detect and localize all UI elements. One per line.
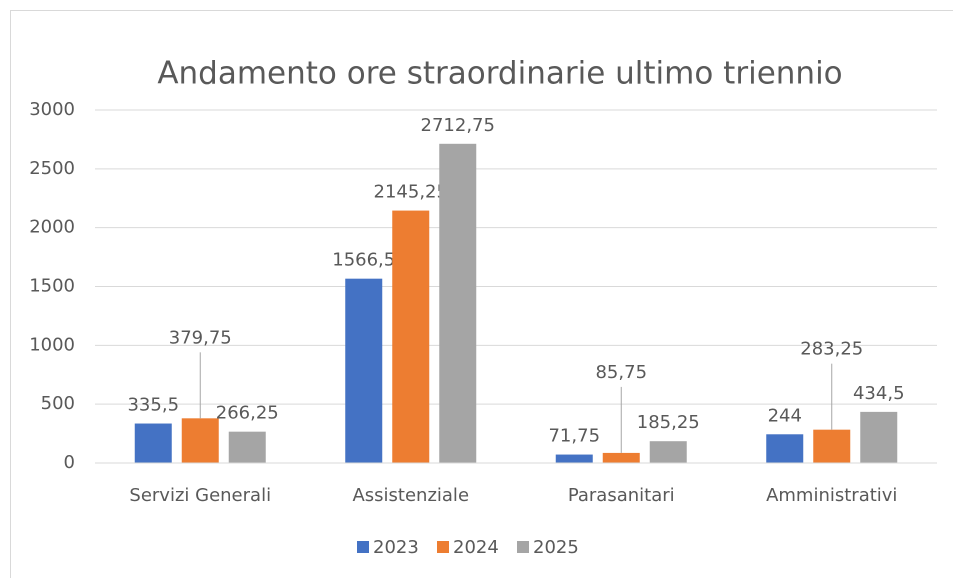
- x-tick-label: Servizi Generali: [129, 485, 271, 506]
- bar: [392, 210, 430, 463]
- bar: [134, 423, 172, 463]
- legend-label: 2023: [373, 537, 419, 558]
- data-label: 185,25: [637, 412, 700, 433]
- y-tick-label: 3000: [29, 99, 75, 120]
- data-label: 2145,25: [374, 182, 448, 203]
- y-tick-label: 2500: [29, 158, 75, 179]
- data-label: 434,5: [853, 383, 905, 404]
- x-tick-label: Parasanitari: [568, 485, 675, 506]
- data-label: 266,25: [216, 403, 279, 424]
- bar: [345, 278, 383, 463]
- bar: [555, 454, 593, 463]
- y-tick-label: 500: [41, 393, 75, 414]
- bar: [602, 452, 640, 463]
- data-label: 244: [768, 405, 802, 426]
- data-label: 283,25: [800, 339, 863, 360]
- y-tick-label: 2000: [29, 217, 75, 238]
- bar: [439, 143, 477, 463]
- legend-swatch: [357, 541, 369, 553]
- bar: [813, 429, 851, 463]
- y-tick-label: 1000: [29, 334, 75, 355]
- x-tick-label: Amministrativi: [766, 485, 897, 506]
- y-tick-label: 1500: [29, 276, 75, 297]
- x-tick-label: Assistenziale: [352, 485, 469, 506]
- chart-title: Andamento ore straordinarie ultimo trien…: [157, 56, 842, 92]
- data-label: 71,75: [548, 426, 600, 447]
- bar: [860, 411, 898, 463]
- bar: [649, 441, 687, 463]
- data-label: 335,5: [127, 395, 179, 416]
- bar: [181, 418, 219, 463]
- chart-frame: [10, 10, 953, 578]
- legend-label: 2025: [533, 537, 579, 558]
- data-label: 2712,75: [421, 115, 495, 136]
- legend-label: 2024: [453, 537, 499, 558]
- data-label: 1566,5: [332, 250, 395, 271]
- bar: [766, 434, 804, 463]
- legend-swatch: [517, 541, 529, 553]
- legend-swatch: [437, 541, 449, 553]
- y-tick-label: 0: [64, 452, 75, 473]
- data-label: 85,75: [595, 362, 647, 383]
- bar: [228, 431, 266, 463]
- data-label: 379,75: [169, 327, 232, 348]
